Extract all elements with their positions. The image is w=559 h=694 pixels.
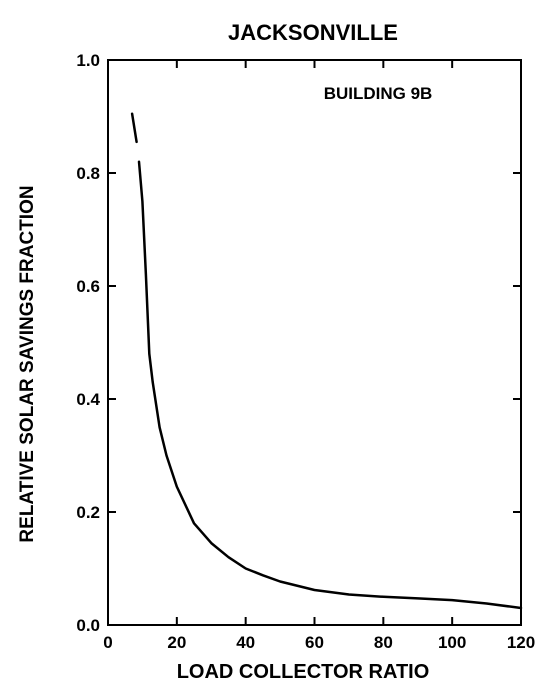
x-tick-label: 120 — [507, 633, 535, 652]
axis-ticks — [107, 59, 522, 626]
y-tick-label: 0.4 — [76, 390, 100, 409]
axis-tick-labels: 0 20 40 60 80 100 120 0.0 0.2 0.4 0.6 0.8 1.0 — [76, 51, 535, 652]
x-tick-label: 100 — [438, 633, 466, 652]
y-tick-label: 0.2 — [76, 503, 100, 522]
building-annotation: BUILDING 9B — [324, 84, 433, 103]
x-axis-label: LOAD COLLECTOR RATIO — [177, 661, 430, 683]
x-tick-label: 20 — [167, 633, 186, 652]
series-line — [137, 160, 523, 610]
plot-frame — [107, 59, 522, 626]
x-tick-label: 0 — [103, 633, 112, 652]
series-extrapolated-segment — [130, 112, 138, 144]
y-tick-label: 0.0 — [76, 616, 100, 635]
y-tick-label: 0.8 — [76, 164, 100, 183]
x-tick-label: 40 — [236, 633, 255, 652]
x-tick-label: 60 — [305, 633, 324, 652]
y-axis-label: RELATIVE SOLAR SAVINGS FRACTION — [17, 185, 38, 542]
chart-title: JACKSONVILLE — [228, 20, 398, 45]
y-tick-label: 1.0 — [76, 51, 100, 70]
series-group — [130, 112, 523, 610]
x-tick-label: 80 — [374, 633, 393, 652]
y-tick-label: 0.6 — [76, 277, 100, 296]
